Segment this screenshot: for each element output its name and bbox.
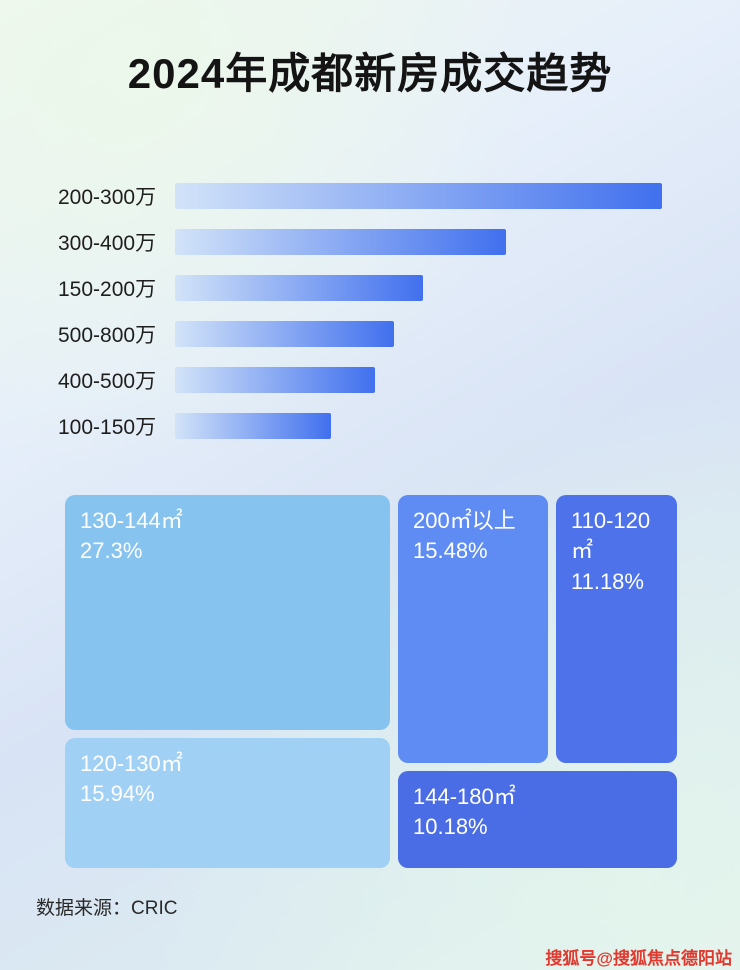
bar-track	[175, 275, 662, 301]
treemap-block-value: 10.18%	[413, 814, 488, 840]
bar-category-label: 200-300万	[58, 186, 157, 209]
bar	[175, 413, 331, 439]
bar-category-label: 150-200万	[58, 278, 157, 301]
bar-track	[175, 367, 662, 393]
page-title: 2024年成都新房成交趋势	[127, 50, 613, 97]
bar-category-label: 500-800万	[58, 324, 157, 347]
treemap-block-label: 144-180㎡	[413, 784, 516, 809]
treemap-block-200-plus: 200㎡以上 15.48%	[398, 495, 548, 763]
data-source-label: 数据来源：CRIC	[36, 898, 178, 919]
treemap-block-110-120: 110-120㎡ 11.18%	[556, 495, 677, 763]
bar-row: 200-300万	[58, 183, 682, 209]
bar-track	[175, 183, 662, 209]
watermark: 搜狐号@搜狐焦点德阳站	[545, 949, 732, 968]
bar-track	[175, 413, 662, 439]
bar-row: 300-400万	[58, 229, 682, 255]
treemap-block-value: 11.18%	[571, 568, 644, 594]
bar-category-label: 400-500万	[58, 370, 157, 393]
bar-category-label: 100-150万	[58, 416, 157, 439]
treemap-block-value: 15.48%	[413, 538, 488, 564]
treemap-chart: 130-144㎡ 27.3% 200㎡以上 15.48% 110-120㎡ 11…	[65, 495, 677, 868]
bar-track	[175, 321, 662, 347]
bar-row: 100-150万	[58, 413, 682, 439]
bar	[175, 321, 395, 347]
bar-row: 150-200万	[58, 275, 682, 301]
treemap-block-label: 110-120㎡	[571, 508, 651, 564]
treemap-block-label: 130-144㎡	[80, 508, 183, 533]
bar-row: 400-500万	[58, 367, 682, 393]
treemap-block-144-180: 144-180㎡ 10.18%	[398, 771, 677, 868]
bar-row: 500-800万	[58, 321, 682, 347]
treemap-block-value: 27.3%	[80, 538, 143, 564]
treemap-block-130-144: 130-144㎡ 27.3%	[65, 495, 390, 730]
bar-category-label: 300-400万	[58, 232, 157, 255]
bar	[175, 183, 662, 209]
treemap-block-value: 15.94%	[80, 781, 155, 807]
bar-chart: 200-300万 300-400万 150-200万 500-800万 400-500万…	[58, 183, 682, 459]
bar	[175, 367, 375, 393]
treemap-block-label: 120-130㎡	[80, 751, 183, 776]
treemap-block-label: 200㎡以上	[413, 508, 516, 533]
treemap-block-120-130: 120-130㎡ 15.94%	[65, 738, 390, 868]
bar	[175, 275, 424, 301]
bar-track	[175, 229, 662, 255]
bar	[175, 229, 507, 255]
